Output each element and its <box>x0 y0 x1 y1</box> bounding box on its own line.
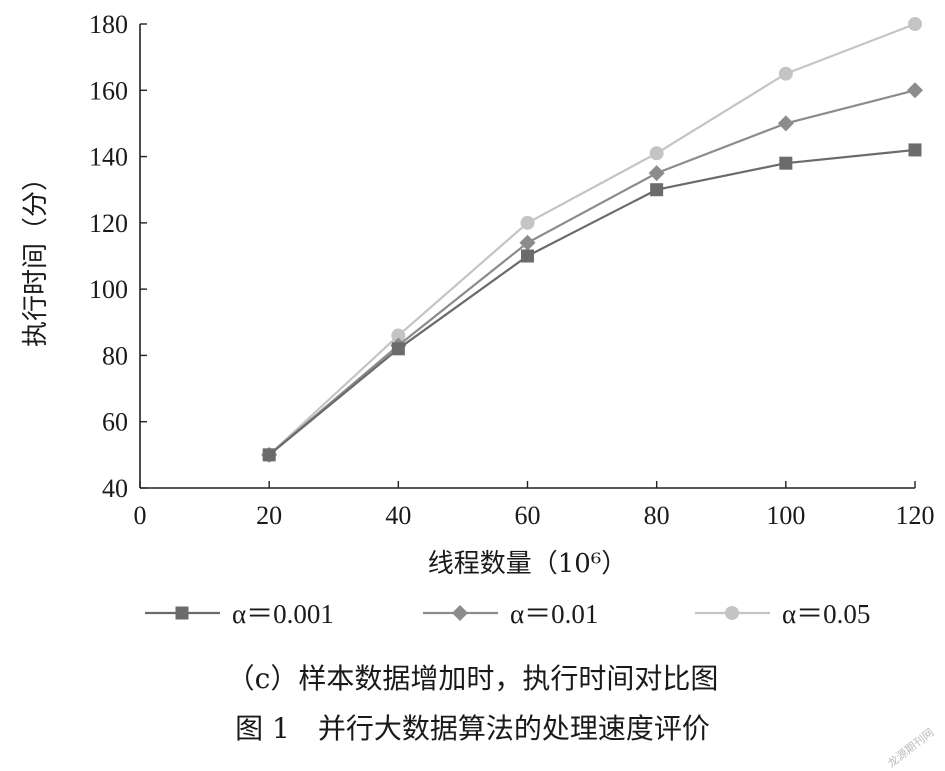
legend: α＝0.001 α＝0.01 α＝0.05 <box>145 599 870 629</box>
plot-area <box>261 17 923 463</box>
x-tick-label: 100 <box>766 501 805 530</box>
series-2 <box>262 17 922 462</box>
y-tick-label: 160 <box>89 76 128 105</box>
legend-item-0: α＝0.001 <box>145 599 334 629</box>
legend-marker <box>725 606 739 620</box>
series-line <box>268 89 916 456</box>
legend-marker <box>452 605 468 621</box>
x-tick-label: 120 <box>896 501 935 530</box>
data-point <box>649 146 664 161</box>
data-point <box>778 66 793 81</box>
legend-label: α＝0.001 <box>232 599 334 629</box>
data-point <box>391 342 405 356</box>
figure-caption: 图 1 并行大数据算法的处理速度评价 <box>235 712 710 745</box>
data-point <box>648 165 665 182</box>
legend-label: α＝0.05 <box>782 599 870 629</box>
x-tick-label: 80 <box>644 501 670 530</box>
x-tick-label: 20 <box>256 501 282 530</box>
legend-marker <box>175 606 189 620</box>
data-point <box>779 156 793 170</box>
x-axis-title: 线程数量（10⁶） <box>428 549 628 579</box>
data-point <box>262 448 276 462</box>
data-point <box>391 328 406 343</box>
axes: 40 60 80 100 120 140 160 180 0 20 40 60 80 100 120 线程数量… <box>21 10 935 579</box>
y-tick-label: 100 <box>89 275 128 304</box>
y-axis-title: 执行时间（分） <box>21 165 51 347</box>
legend-label: α＝0.01 <box>510 599 598 629</box>
series-line <box>268 148 916 456</box>
x-tick-label: 40 <box>385 501 411 530</box>
line-chart: 40 60 80 100 120 140 160 180 0 20 40 60 80 100 120 线程数量… <box>21 10 935 629</box>
x-tick-label: 0 <box>134 501 147 530</box>
data-point <box>907 82 923 99</box>
x-tick-label: 60 <box>515 501 541 530</box>
y-tick-label: 80 <box>102 341 128 370</box>
series-0 <box>262 143 922 462</box>
y-tick-label: 60 <box>102 408 128 437</box>
data-point <box>521 249 534 263</box>
data-point <box>519 234 536 251</box>
series-line <box>268 22 916 456</box>
y-tick-label: 120 <box>89 209 128 238</box>
data-point <box>650 183 664 197</box>
legend-item-2: α＝0.05 <box>695 599 870 629</box>
series-1 <box>261 82 923 463</box>
figure-subcaption: （c）样本数据增加时，执行时间对比图 <box>226 662 719 695</box>
data-point <box>908 143 922 157</box>
y-tick-label: 40 <box>102 474 128 503</box>
y-tick-label: 180 <box>89 10 128 39</box>
data-point <box>777 115 794 132</box>
data-point <box>520 215 535 230</box>
y-tick-label: 140 <box>89 143 128 172</box>
legend-item-1: α＝0.01 <box>423 599 598 629</box>
data-point <box>908 17 922 31</box>
